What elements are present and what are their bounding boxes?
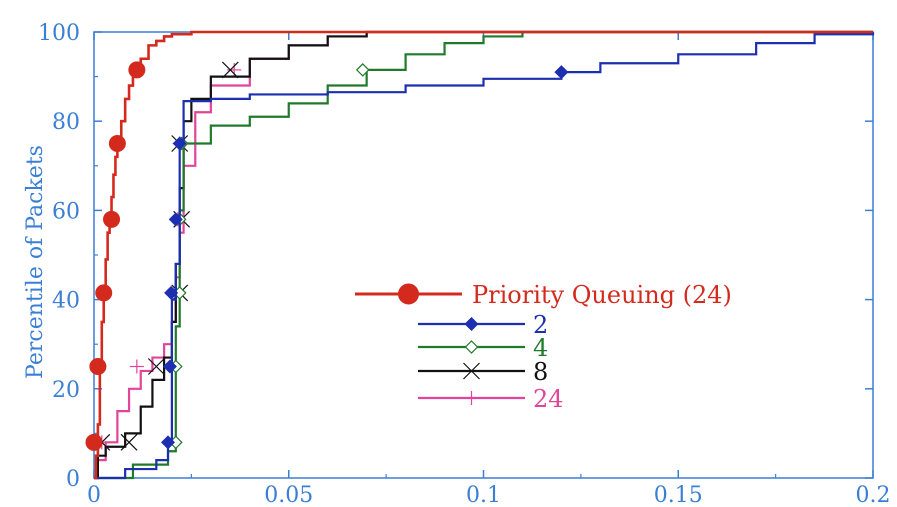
y-tick-label: 0 xyxy=(66,467,80,492)
data-point xyxy=(108,135,126,152)
legend-label: 24 xyxy=(533,385,564,413)
data-point xyxy=(221,61,239,79)
legend-marker xyxy=(398,283,419,305)
x-tick-label: 0.2 xyxy=(856,483,891,507)
x-tick-labels: 0 0.05 0.1 0.15 0.2 xyxy=(87,483,891,507)
data-point xyxy=(355,63,370,77)
data-point xyxy=(103,210,121,228)
series-priority-queuing xyxy=(85,30,873,480)
data-point xyxy=(128,61,146,79)
legend-label: 2 xyxy=(533,311,548,339)
data-point xyxy=(172,136,187,151)
y-tick-label: 80 xyxy=(52,110,80,135)
data-point xyxy=(85,433,103,451)
data-point xyxy=(129,359,144,374)
y-tick-label: 60 xyxy=(52,199,80,224)
series-2 xyxy=(94,32,875,480)
y-tick-labels: 0 20 40 60 80 100 xyxy=(38,21,80,492)
y-tick-label: 40 xyxy=(52,289,80,314)
data-point xyxy=(120,433,138,451)
series-line xyxy=(94,30,873,480)
legend-entry: Priority Queuing (24) xyxy=(355,281,732,309)
legend-label: Priority Queuing (24) xyxy=(472,281,732,309)
data-point xyxy=(168,212,183,227)
data-point xyxy=(89,358,107,375)
legend-marker xyxy=(464,340,479,354)
legend-label: 8 xyxy=(533,358,548,386)
legend-marker xyxy=(464,317,479,331)
legend-label: 4 xyxy=(533,334,548,362)
data-point xyxy=(162,359,177,374)
y-tick-label: 100 xyxy=(38,21,80,46)
y-tick-label: 20 xyxy=(52,378,80,403)
series-line xyxy=(94,32,875,480)
y-axis-label: Percentile of Packets xyxy=(23,145,48,379)
x-tick-label: 0.15 xyxy=(654,483,703,507)
data-point xyxy=(147,358,165,375)
data-point xyxy=(95,284,113,302)
legend-marker xyxy=(464,391,479,405)
legend-entry: 24 xyxy=(418,385,564,413)
data-point xyxy=(164,285,179,300)
legend-entry: 4 xyxy=(418,334,548,362)
legend-entry: 8 xyxy=(418,358,548,386)
x-tick-label: 0 xyxy=(87,483,101,507)
data-point xyxy=(554,65,569,80)
x-tick-label: 0.05 xyxy=(264,483,313,507)
data-point xyxy=(161,435,176,450)
series-lines xyxy=(85,30,875,480)
legend-entry: 2 xyxy=(418,311,548,339)
x-tick-label: 0.1 xyxy=(466,483,501,507)
data-point xyxy=(227,62,242,77)
legend-marker xyxy=(463,362,480,380)
